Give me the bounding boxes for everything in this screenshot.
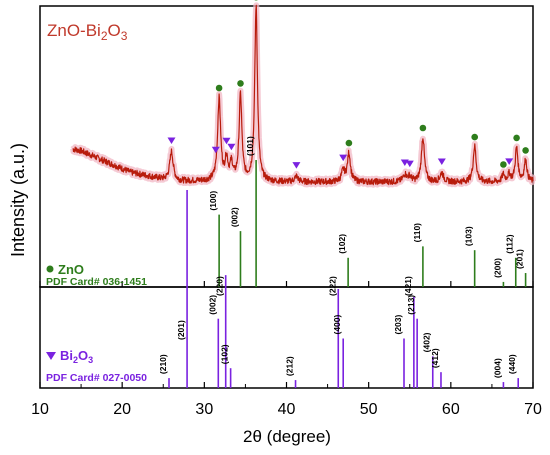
x-tick-label: 50 bbox=[360, 401, 378, 418]
title-sub2: 3 bbox=[121, 29, 128, 43]
x-tick-label: 30 bbox=[195, 401, 213, 418]
zno-legend-label: ZnO bbox=[58, 262, 84, 277]
bi2o3-legend-label: Bi2O3 bbox=[60, 348, 93, 365]
bi2o3-peak-marker bbox=[222, 137, 231, 145]
bi2o3-legend-sub1: 2 bbox=[73, 355, 78, 365]
bi2o3-peak-marker bbox=[167, 137, 176, 144]
bi2o3-hkl-label: (203) bbox=[393, 314, 403, 334]
zno-hkl-label: (002) bbox=[229, 207, 239, 227]
zno-card-label: PDF Card# 036-1451 bbox=[46, 276, 147, 288]
bi2o3-hkl-label: (220) bbox=[215, 276, 225, 296]
zno-legend-marker bbox=[46, 265, 54, 273]
x-axis-label: 2θ (degree) bbox=[243, 427, 331, 446]
bi2o3-legend-mid: O bbox=[78, 348, 88, 363]
x-tick-label: 60 bbox=[442, 401, 460, 418]
bi2o3-peak-marker bbox=[339, 154, 348, 162]
title-sub1: 2 bbox=[101, 29, 108, 43]
zno-hkl-label: (112) bbox=[505, 234, 515, 254]
bi2o3-peak-marker bbox=[211, 146, 220, 154]
bi2o3-hkl-label: (402) bbox=[422, 332, 432, 352]
bi2o3-hkl-label: (004) bbox=[492, 358, 502, 378]
bi2o3-peak-marker bbox=[505, 158, 514, 165]
x-tick-label: 40 bbox=[278, 401, 296, 418]
zno-hkl-label: (102) bbox=[337, 234, 347, 254]
pattern-curve bbox=[72, 4, 534, 186]
bi2o3-hkl-label: (440) bbox=[507, 354, 517, 374]
zno-peak-marker bbox=[215, 84, 223, 92]
zno-peak-marker bbox=[513, 134, 520, 142]
bi2o3-hkl-label: (213) bbox=[406, 295, 416, 315]
bi2o3-reference-group: (210)(201)(002)(220)(102)(212)(222)(400)… bbox=[158, 190, 520, 388]
zno-peak-marker bbox=[500, 161, 507, 168]
title-main: ZnO-Bi bbox=[47, 21, 101, 40]
zno-hkl-label: (103) bbox=[464, 226, 474, 246]
zno-peak-marker bbox=[345, 139, 353, 147]
pattern-group bbox=[70, 0, 536, 188]
bi2o3-card-label: PDF Card# 027-0050 bbox=[46, 372, 147, 384]
zno-peak-marker bbox=[237, 80, 244, 87]
title-mid: O bbox=[108, 21, 121, 40]
zno-peak-marker bbox=[471, 133, 479, 141]
chart-title: ZnO-Bi2O3 bbox=[47, 21, 128, 43]
y-axis-label: Intensity (a.u.) bbox=[8, 143, 28, 257]
zno-hkl-label: (100) bbox=[208, 191, 218, 211]
x-tick-label: 20 bbox=[113, 401, 131, 418]
bi2o3-peak-marker bbox=[405, 160, 414, 168]
x-axis: 10 20 30 40 50 60 70 bbox=[31, 281, 542, 418]
zno-hkl-label: (200) bbox=[492, 258, 502, 278]
zno-reference-group: (100) (002) (101) (102) (110) (103) (200)(112)… bbox=[208, 136, 527, 287]
bi2o3-hkl-label: (222) bbox=[327, 276, 337, 296]
bi2o3-hkl-label: (421) bbox=[403, 276, 413, 296]
bi2o3-legend-main: Bi bbox=[60, 348, 73, 363]
bi2o3-hkl-label: (412) bbox=[430, 348, 440, 368]
bi2o3-hkl-label: (102) bbox=[220, 344, 230, 364]
bi2o3-hkl-label: (400) bbox=[332, 314, 342, 334]
x-tick-label: 70 bbox=[524, 401, 542, 418]
zno-hkl-label: (201) bbox=[515, 249, 525, 269]
zno-peak-marker bbox=[522, 147, 529, 154]
bi2o3-peak-marker bbox=[437, 158, 446, 165]
bi2o3-hkl-label: (212) bbox=[285, 356, 295, 376]
bi2o3-peak-marker bbox=[227, 143, 236, 151]
zno-hkl-label: (101) bbox=[245, 136, 255, 156]
bi2o3-legend-sub2: 3 bbox=[88, 355, 93, 365]
zno-peak-marker bbox=[254, 0, 258, 1]
zno-hkl-label: (110) bbox=[412, 223, 422, 243]
bi2o3-peak-marker bbox=[292, 162, 301, 169]
bi2o3-hkl-label: (002) bbox=[207, 295, 217, 315]
bi2o3-legend-marker bbox=[46, 352, 56, 360]
bi2o3-hkl-label: (201) bbox=[176, 320, 186, 340]
zno-peak-marker bbox=[419, 124, 427, 132]
x-tick-label: 10 bbox=[31, 401, 49, 418]
bi2o3-hkl-label: (210) bbox=[158, 354, 168, 374]
